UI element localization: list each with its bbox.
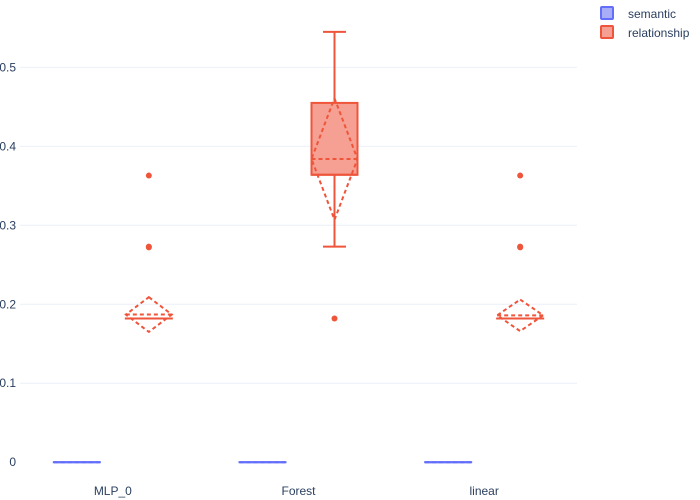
legend-item-semantic[interactable]: semantic — [600, 6, 676, 21]
legend-label-semantic: semantic — [628, 7, 676, 21]
y-tick-label: 0.2 — [0, 297, 16, 311]
sd-diamond — [495, 298, 545, 333]
box-relationship-Forest[interactable] — [310, 30, 359, 322]
legend-swatch-relationship — [600, 25, 614, 39]
y-tick-label: 0.1 — [0, 376, 16, 390]
sd-diamond — [310, 95, 359, 223]
box-layer — [52, 30, 545, 464]
x-tick-label: Forest — [281, 484, 316, 498]
outlier-point — [331, 315, 338, 322]
legend[interactable]: semantic relationship — [600, 6, 690, 40]
outlier-point — [145, 244, 152, 251]
outlier-point — [517, 172, 524, 179]
y-axis: 0 0.1 0.2 0.3 0.4 0.5 — [0, 60, 16, 469]
y-tick-label: 0.3 — [0, 218, 16, 232]
y-tick-label: 0.4 — [0, 139, 16, 153]
x-axis: MLP_0 Forest linear — [94, 484, 499, 498]
box-relationship-MLP_0[interactable] — [124, 172, 174, 334]
box-relationship-linear[interactable] — [495, 172, 545, 333]
outlier-point — [517, 244, 524, 251]
sd-diamond — [124, 295, 174, 334]
outlier-point — [145, 172, 152, 179]
legend-label-relationship: relationship — [628, 26, 690, 40]
x-tick-label: MLP_0 — [94, 484, 132, 498]
y-tick-label: 0 — [9, 455, 16, 469]
legend-swatch-semantic — [600, 6, 614, 20]
x-tick-label: linear — [469, 484, 498, 498]
y-grid — [20, 66, 577, 384]
y-tick-label: 0.5 — [0, 60, 16, 74]
legend-item-relationship[interactable]: relationship — [600, 25, 690, 40]
